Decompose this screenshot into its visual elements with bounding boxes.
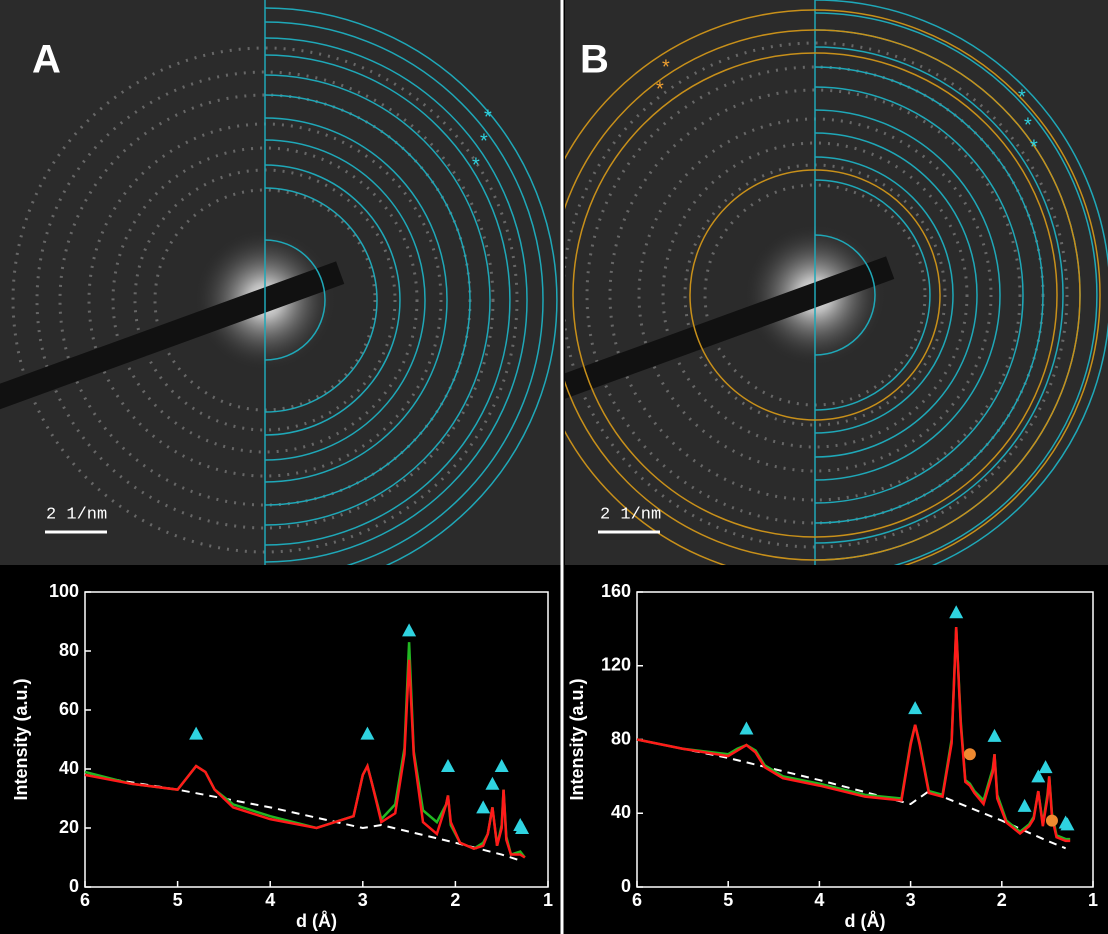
peak-marker [515,821,530,834]
y-axis-label: Intensity (a.u.) [567,678,587,800]
ring-overlay [264,21,544,565]
profile-line [84,659,526,859]
asterisk: * [1030,136,1038,158]
peak-marker [189,726,204,740]
baseline [636,738,1067,850]
diffraction-ring [35,70,495,530]
ring-overlay [814,109,1001,481]
scale-bar-label: 2 1/nm [600,505,661,524]
x-tick-label: 4 [265,890,275,910]
y-tick-label: 20 [59,817,79,837]
x-axis-label: d (Å) [845,911,886,931]
y-tick-label: 40 [611,802,631,822]
ring-overlay [814,0,1108,565]
peak-marker [739,721,754,735]
x-tick-label: 2 [997,890,1007,910]
y-tick-label: 60 [59,699,79,719]
peak-marker [1045,814,1058,827]
peak-marker [440,759,455,773]
diffraction-ring [608,88,1022,502]
y-tick-label: 100 [49,581,79,601]
ring-overlay [814,46,1064,544]
peak-marker [1060,817,1075,831]
x-tick-label: 1 [1088,890,1098,910]
ring-overlay [264,94,471,506]
x-tick-label: 5 [173,890,183,910]
ring-overlay [264,37,528,563]
y-tick-label: 0 [621,876,631,896]
x-tick-label: 3 [906,890,916,910]
image-b [565,0,1108,565]
ring-overlay [814,179,931,411]
ring-overlay [264,74,491,526]
asterisk: * [472,154,480,176]
ring-overlay [814,12,1098,565]
image-a [0,0,558,565]
peak-marker [476,800,491,814]
peak-marker [949,605,964,619]
diffraction-ring [565,41,1069,549]
panel-label: A [32,38,61,82]
asterisk: * [656,78,664,100]
ring-overlay [264,187,378,413]
ring-overlay [814,234,876,356]
profile-line [636,626,1071,843]
ring-overlay [264,117,448,483]
x-tick-label: 4 [814,890,824,910]
x-tick-label: 2 [450,890,460,910]
asterisk: * [480,130,488,152]
ring-overlay [814,156,954,434]
ring-overlay [814,132,978,458]
x-tick-label: 3 [358,890,368,910]
ring-overlay [264,54,511,546]
beam-stop [0,261,345,425]
x-tick-label: 5 [723,890,733,910]
diffraction-ring [661,141,969,449]
x-axis-label: d (Å) [296,911,337,931]
ring-overlay [689,169,941,421]
asterisk: * [1018,86,1026,108]
y-tick-label: 80 [59,640,79,660]
plot-frame [84,591,549,888]
peak-marker [360,726,375,740]
ring-overlay [565,29,1081,561]
y-tick-label: 0 [69,876,79,896]
peak-marker [402,623,417,637]
scale-bar-label: 2 1/nm [46,505,107,524]
x-tick-label: 6 [80,890,90,910]
diffraction-ring [111,146,419,454]
y-tick-label: 160 [601,581,631,601]
peak-marker [1017,798,1032,812]
x-tick-label: 6 [632,890,642,910]
ring-overlay [264,239,326,361]
peak-marker [494,759,509,773]
peak-marker [908,701,923,715]
y-tick-label: 80 [611,728,631,748]
asterisk: * [1024,114,1032,136]
ring-overlay [264,139,426,461]
asterisk: * [484,106,492,128]
ring-overlay [572,52,1058,538]
peak-marker [485,776,500,790]
ring-overlay [264,7,558,565]
panel-label: B [580,38,609,82]
y-tick-label: 40 [59,758,79,778]
x-tick-label: 1 [543,890,553,910]
asterisk: * [662,56,670,78]
ring-overlay [264,164,401,436]
ring-overlay [814,66,1044,524]
peak-marker [1031,769,1046,783]
diffraction-ring [11,46,519,554]
y-tick-label: 120 [601,655,631,675]
ring-overlay [565,9,1101,565]
peak-marker [987,728,1002,742]
ring-overlay [814,86,1024,504]
peak-marker [1038,760,1053,774]
y-axis-label: Intensity (a.u.) [11,678,31,800]
peak-marker [963,748,976,761]
